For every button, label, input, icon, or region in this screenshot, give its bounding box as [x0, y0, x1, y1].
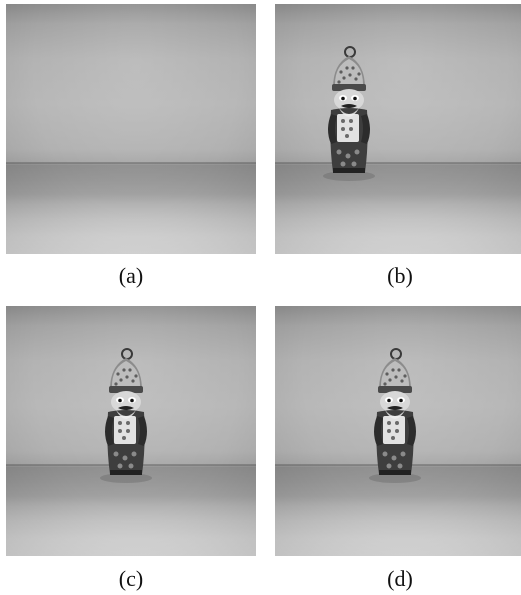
caption-a: (a)	[118, 263, 144, 288]
shelf-background	[275, 4, 521, 254]
photo-panel-c	[6, 306, 256, 556]
photo-panel-b	[275, 4, 521, 254]
figurine	[322, 46, 376, 182]
photo-panel-d	[275, 306, 521, 556]
figurine	[99, 348, 153, 484]
caption-d: (d)	[387, 566, 413, 591]
photo-panel-a	[6, 4, 256, 254]
shelf-background	[6, 4, 256, 254]
figurine	[368, 348, 422, 484]
shelf-edge	[275, 162, 521, 164]
caption-c: (c)	[118, 566, 144, 591]
shelf-edge	[6, 162, 256, 164]
caption-b: (b)	[387, 263, 413, 288]
